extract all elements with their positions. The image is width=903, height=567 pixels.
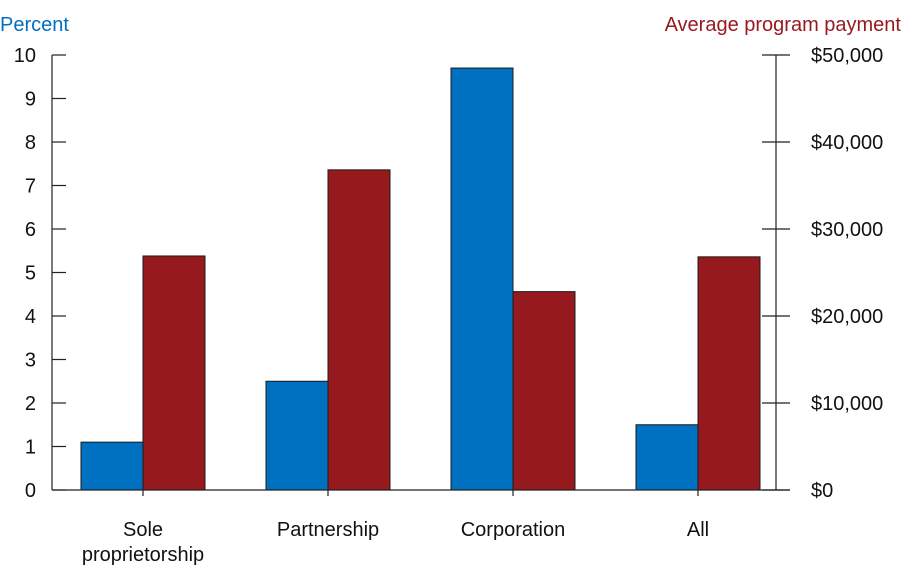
bar-percent: [450, 67, 514, 491]
right-tick-label: $0: [811, 480, 833, 502]
right-axis-ticks: $0 $10,000 $20,000 $30,000 $40,000 $50,000: [762, 45, 883, 502]
bar-average-payment: [697, 256, 761, 491]
right-tick-label: $50,000: [811, 45, 883, 67]
category-label: Corporation: [461, 519, 566, 541]
bar-percent: [635, 424, 699, 491]
right-tick-label: $20,000: [811, 306, 883, 328]
bar-average-payment: [512, 291, 576, 491]
left-axis-ticks: 0 1 2 3 4 5 6 7 8 9 10: [14, 45, 66, 502]
left-tick-label: 10: [14, 45, 36, 67]
right-tick-label: $10,000: [811, 393, 883, 415]
left-tick-label: 7: [25, 176, 36, 198]
category-labels: Sole proprietorship Partnership Corporation…: [82, 490, 709, 566]
category-label: All: [687, 519, 709, 541]
left-axis-title: Percent: [0, 14, 69, 36]
left-tick-label: 4: [25, 306, 36, 328]
category-label: Partnership: [277, 519, 379, 541]
right-axis-title: Average program payment: [665, 14, 902, 36]
left-tick-label: 8: [25, 132, 36, 154]
left-tick-label: 9: [25, 89, 36, 111]
left-tick-label: 0: [25, 480, 36, 502]
right-tick-label: $40,000: [811, 132, 883, 154]
category-label: Sole: [123, 519, 163, 541]
bars-group: [80, 67, 761, 491]
left-tick-label: 2: [25, 393, 36, 415]
bar-percent: [265, 380, 329, 491]
left-tick-label: 6: [25, 219, 36, 241]
bar-percent: [80, 441, 144, 491]
left-tick-label: 5: [25, 263, 36, 285]
left-tick-label: 3: [25, 350, 36, 372]
right-tick-label: $30,000: [811, 219, 883, 241]
bar-average-payment: [142, 255, 206, 491]
left-tick-label: 1: [25, 437, 36, 459]
bar-average-payment: [327, 169, 391, 491]
category-label: proprietorship: [82, 544, 204, 566]
